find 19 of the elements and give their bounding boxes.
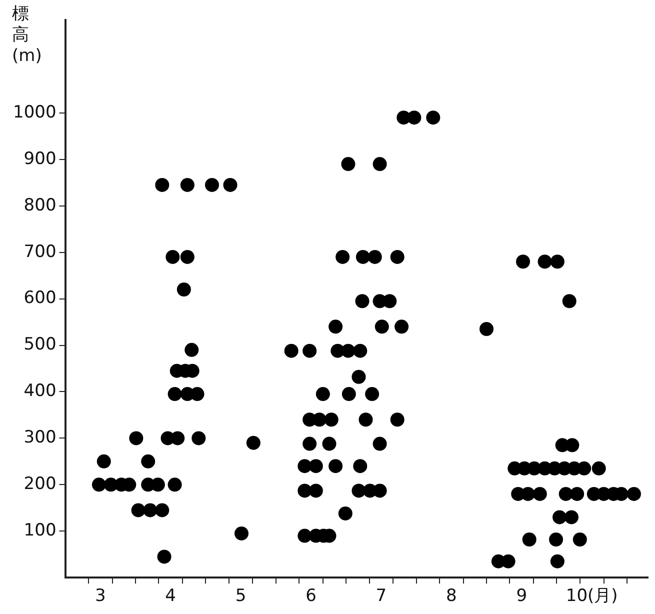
y-tick-label: 600 <box>24 288 56 308</box>
y-tick-label: 200 <box>24 474 56 494</box>
y-tick-label: 1000 <box>13 102 56 122</box>
x-tick-label: 10(月) <box>566 586 618 606</box>
x-tick-label: 8 <box>446 586 457 606</box>
y-tick-label: 500 <box>24 334 56 355</box>
x-tick-label: 4 <box>165 586 176 606</box>
y-tick-label: 800 <box>24 195 56 216</box>
x-tick-label: 6 <box>306 586 316 606</box>
y-tick-label: 400 <box>24 381 56 402</box>
x-tick-label: 7 <box>376 586 387 606</box>
x-tick-label: 5 <box>235 586 246 606</box>
y-tick-label: 700 <box>24 242 56 262</box>
y-axis-title: 標高(m) <box>12 4 42 67</box>
y-tick-label: 100 <box>24 520 56 541</box>
x-tick-label: 9 <box>516 586 528 606</box>
x-tick-label: 3 <box>94 586 106 606</box>
y-tick-label: 300 <box>24 428 56 448</box>
y-tick-label: 900 <box>24 148 56 169</box>
